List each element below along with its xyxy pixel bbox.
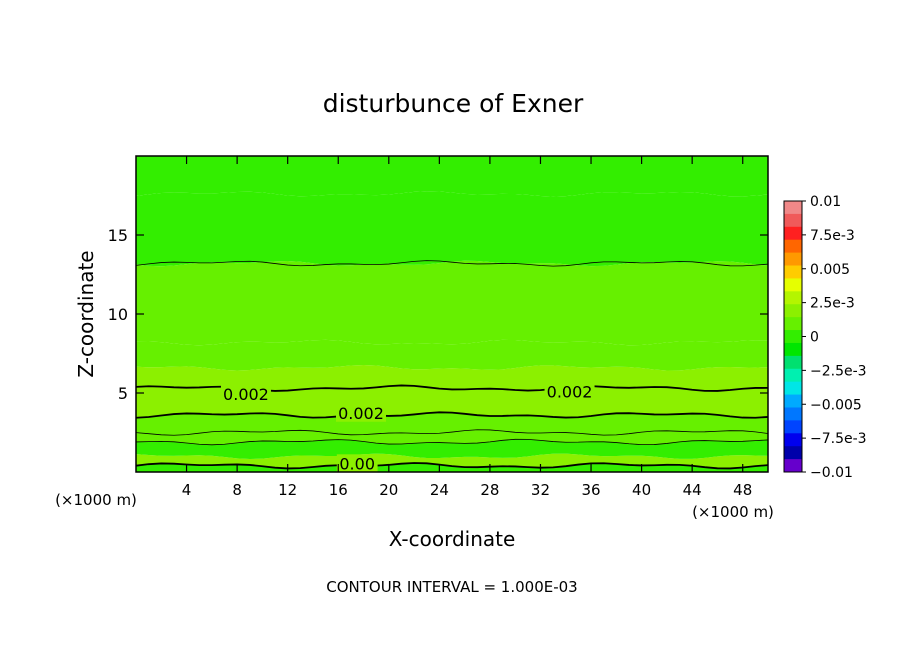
contour-band: [136, 453, 768, 469]
chart-title: disturbunce of Exner: [323, 89, 584, 118]
colorbar-swatch: [784, 394, 802, 408]
contour-band: [136, 156, 768, 197]
x-unit-left: (×1000 m): [55, 491, 137, 509]
contour-label: 0.002: [338, 404, 384, 423]
contour-label-bg: [544, 382, 595, 401]
colorbar-label: 7.5e-3: [810, 228, 855, 244]
colorbar-swatch: [784, 317, 802, 331]
colorbar-label: 2.5e-3: [810, 296, 855, 312]
colorbar-swatch: [784, 201, 802, 215]
contour-fill: [136, 156, 768, 472]
colorbar-swatch: [784, 330, 802, 344]
colorbar-label: −0.01: [810, 465, 853, 481]
contour-band: [136, 385, 768, 418]
y-tick-label: 5: [118, 384, 128, 403]
contour-band: [136, 462, 768, 472]
colorbar-swatch: [784, 381, 802, 396]
colorbar-swatch: [784, 226, 802, 241]
contour-band: [136, 260, 768, 346]
x-tick-label: 20: [379, 481, 398, 499]
contour-label: 0.002: [547, 382, 593, 401]
colorbar-swatch: [784, 239, 802, 254]
colorbar-swatch: [784, 252, 802, 267]
contour-band: [136, 429, 768, 445]
y-tick-label: 10: [108, 305, 128, 324]
colorbar-swatch: [784, 446, 802, 460]
colorbar-swatch: [784, 433, 802, 447]
contour-band: [136, 412, 768, 436]
colorbar: 0.01 7.5e-3 0.005 2.5e-3 0 −2.5e-3 −0.005 −7.5e…: [783, 194, 867, 481]
x-tick-label: 32: [531, 481, 550, 499]
colorbar-label: 0: [810, 330, 819, 346]
contour-label-bg: [220, 384, 271, 403]
x-axis-label: X-coordinate: [389, 527, 516, 551]
contour-label: 0.002: [223, 385, 269, 404]
colorbar-label: −7.5e-3: [810, 431, 867, 447]
colorbar-swatch: [784, 342, 802, 357]
contour-line: [135, 429, 769, 436]
contour-label-bg: [335, 403, 386, 422]
contour-label-bg: [336, 454, 378, 473]
colorbar-swatch: [784, 355, 802, 370]
contour-line: [135, 411, 769, 419]
contour-line: [135, 462, 769, 470]
contour-band: [136, 439, 768, 460]
contour-line: [135, 438, 769, 446]
x-axis: 4 8 12 16 20 24 28 32 36 40 44 48: [182, 156, 752, 499]
plot-area: 0.002 0.002 0.002 0.00: [135, 155, 769, 473]
colorbar-swatch: [784, 368, 802, 383]
x-tick-label: 16: [329, 481, 348, 499]
colorbar-label: 0.01: [810, 194, 841, 210]
colorbar-label: −2.5e-3: [810, 363, 867, 379]
contour-band: [136, 339, 768, 371]
contour-band: [136, 191, 768, 267]
y-tick-label: 15: [108, 226, 128, 245]
colorbar-swatch: [784, 420, 802, 434]
contour-label: 0.00: [339, 454, 375, 473]
contour-interval-note: CONTOUR INTERVAL = 1.000E-03: [326, 578, 577, 596]
contour-line: [135, 260, 769, 267]
colorbar-swatch: [784, 265, 802, 279]
x-tick-label: 28: [480, 481, 499, 499]
x-tick-label: 4: [182, 481, 192, 499]
x-tick-label: 36: [581, 481, 600, 499]
x-tick-label: 44: [683, 481, 702, 499]
colorbar-swatch: [784, 304, 802, 318]
x-tick-label: 40: [632, 481, 651, 499]
x-tick-label: 8: [232, 481, 242, 499]
colorbar-swatch: [784, 459, 802, 473]
contour-labels: 0.002 0.002 0.002 0.00: [220, 382, 595, 473]
colorbar-swatch: [784, 291, 802, 305]
x-tick-label: 48: [733, 481, 752, 499]
contour-band: [136, 364, 768, 391]
colorbar-swatch: [784, 407, 802, 421]
colorbar-swatch: [784, 213, 802, 228]
colorbar-swatch: [784, 278, 802, 292]
colorbar-label: −0.005: [810, 397, 862, 413]
y-axis: 5 10 15: [108, 226, 768, 403]
y-axis-label: Z-coordinate: [74, 250, 98, 377]
x-tick-label: 24: [430, 481, 449, 499]
colorbar-label: 0.005: [810, 262, 850, 278]
x-unit-right: (×1000 m): [692, 503, 774, 521]
x-tick-label: 12: [278, 481, 297, 499]
